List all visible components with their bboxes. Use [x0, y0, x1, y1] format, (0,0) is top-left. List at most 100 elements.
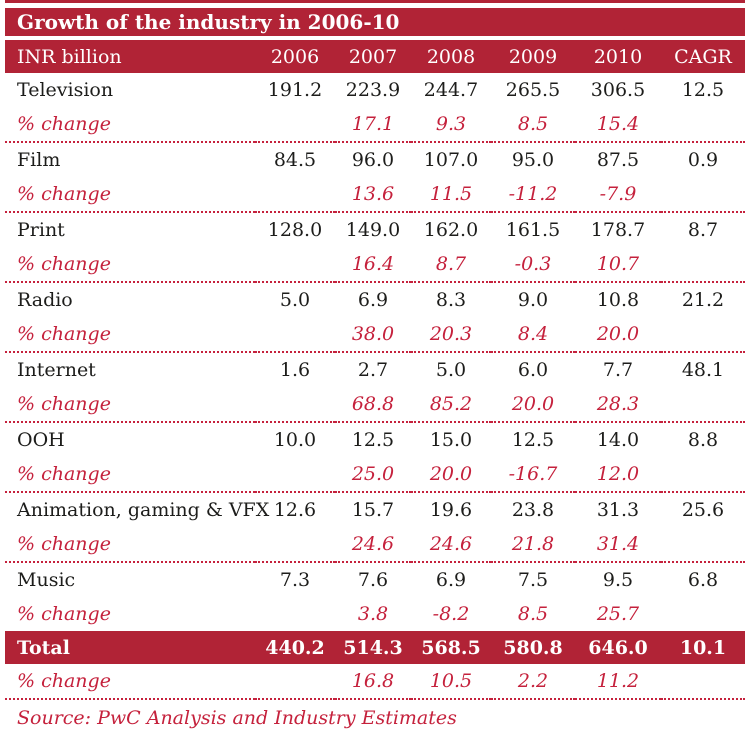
cell-cagr: 25.6 [681, 499, 725, 521]
cell-2008: 244.7 [423, 79, 479, 101]
pct-2009: -0.3 [491, 247, 575, 283]
cell-2006: 128.0 [267, 219, 323, 241]
cell-2009: 23.8 [511, 499, 555, 521]
pct-2009: -11.2 [491, 177, 575, 213]
pct-2009: -16.7 [491, 457, 575, 493]
total-2010: 646.0 [575, 631, 661, 664]
cell-2006: 10.0 [273, 429, 317, 451]
cell-2010: 306.5 [590, 79, 646, 101]
pct-2008: 8.7 [411, 247, 491, 283]
cell-2008: 8.3 [435, 289, 467, 311]
table-row-ooh: OOH 10.0 12.5 15.0 12.5 14.0 8.8 [5, 422, 745, 457]
pct-change-label: % change [5, 317, 255, 353]
pct-2008: 9.3 [411, 107, 491, 143]
sector-name: Radio [17, 289, 73, 311]
pct-cagr [661, 177, 745, 213]
cell-cagr: 8.7 [687, 219, 719, 241]
pct-2006 [255, 457, 335, 493]
cell-2006: 1.6 [279, 359, 311, 381]
pct-2006 [255, 317, 335, 353]
source-note: Source: PwC Analysis and Industry Estima… [17, 707, 457, 729]
cell-2007: 6.9 [357, 289, 389, 311]
pct-2008: 24.6 [411, 527, 491, 563]
sector-name: Music [17, 569, 76, 591]
pct-cagr [661, 457, 745, 493]
pct-2010: -7.9 [575, 177, 661, 213]
pct-change-label: % change [5, 457, 255, 493]
pct-cagr [661, 527, 745, 563]
pct-2006 [255, 664, 335, 700]
pct-2008: 85.2 [411, 387, 491, 423]
cell-2010: 87.5 [596, 149, 640, 171]
col-header-2009: 2009 [491, 40, 575, 73]
pct-2006 [255, 247, 335, 283]
pct-2010: 15.4 [575, 107, 661, 143]
pct-change-row-radio: % change 38.0 20.3 8.4 20.0 [5, 317, 745, 353]
table-row-print: Print 128.0 149.0 162.0 161.5 178.7 8.7 [5, 212, 745, 247]
pct-2007: 17.1 [335, 107, 411, 143]
cell-2009: 161.5 [505, 219, 561, 241]
cell-2007: 223.9 [345, 79, 401, 101]
pct-2007: 13.6 [335, 177, 411, 213]
sector-name: Print [17, 219, 65, 241]
pct-2009: 2.2 [491, 664, 575, 700]
pct-change-label: % change [17, 603, 111, 625]
pct-change-row-animation: % change 24.6 24.6 21.8 31.4 [5, 527, 745, 563]
pct-2006 [255, 177, 335, 213]
total-2009: 580.8 [491, 631, 575, 664]
pct-2007: 24.6 [335, 527, 411, 563]
sector-name: OOH [17, 429, 65, 451]
cell-2007: 12.5 [351, 429, 395, 451]
pct-2006 [255, 597, 335, 631]
cell-cagr: 12.5 [681, 79, 725, 101]
cell-2006: 191.2 [267, 79, 323, 101]
table-row-radio: Radio 5.0 6.9 8.3 9.0 10.8 21.2 [5, 282, 745, 317]
cell-2009: 95.0 [511, 149, 555, 171]
pct-cagr [661, 597, 745, 631]
cell-2009: 265.5 [505, 79, 561, 101]
total-cagr: 10.1 [661, 631, 745, 664]
pct-2008: 20.0 [411, 457, 491, 493]
pct-2009: 8.5 [517, 603, 549, 625]
col-header-cagr: CAGR [661, 40, 745, 73]
cell-cagr: 48.1 [681, 359, 725, 381]
cell-2010: 14.0 [596, 429, 640, 451]
pct-2009: 21.8 [491, 527, 575, 563]
pct-change-row-total: % change 16.8 10.5 2.2 11.2 [5, 664, 745, 700]
cell-2009: 9.0 [517, 289, 549, 311]
cell-2008: 5.0 [435, 359, 467, 381]
cell-2008: 107.0 [423, 149, 479, 171]
column-header-row: INR billion 2006 2007 2008 2009 2010 CAG… [5, 40, 745, 73]
sector-name: Film [17, 149, 61, 171]
table-row-internet: Internet 1.6 2.7 5.0 6.0 7.7 48.1 [5, 352, 745, 387]
cell-2010: 7.7 [602, 359, 634, 381]
cell-2006: 7.3 [279, 569, 311, 591]
cell-2010: 9.5 [602, 569, 634, 591]
cell-2010: 10.8 [596, 289, 640, 311]
table-row-animation: Animation, gaming & VFX 12.6 15.7 19.6 2… [5, 492, 745, 527]
pct-cagr [661, 664, 745, 700]
total-row: Total 440.2 514.3 568.5 580.8 646.0 10.1 [5, 631, 745, 664]
pct-2008: -8.2 [432, 603, 470, 625]
pct-2006 [255, 527, 335, 563]
pct-2009: 20.0 [491, 387, 575, 423]
pct-2008: 10.5 [411, 664, 491, 700]
cell-2009: 12.5 [511, 429, 555, 451]
pct-2007: 16.4 [335, 247, 411, 283]
pct-change-row-internet: % change 68.8 85.2 20.0 28.3 [5, 387, 745, 423]
cell-cagr: 6.8 [687, 569, 719, 591]
table-row-film: Film 84.5 96.0 107.0 95.0 87.5 0.9 [5, 142, 745, 177]
pct-change-label: % change [5, 107, 255, 143]
sector-name: Internet [17, 359, 96, 381]
col-header-2010: 2010 [575, 40, 661, 73]
pct-cagr [661, 317, 745, 353]
unit-label: INR billion [5, 40, 255, 73]
pct-change-label: % change [5, 527, 255, 563]
pct-2008: 11.5 [411, 177, 491, 213]
pct-2010: 11.2 [575, 664, 661, 700]
sector-name: Television [17, 79, 114, 101]
pct-2006 [255, 107, 335, 143]
cell-2006: 12.6 [273, 499, 317, 521]
sector-name: Animation, gaming & VFX [17, 499, 270, 521]
col-header-2007: 2007 [335, 40, 411, 73]
